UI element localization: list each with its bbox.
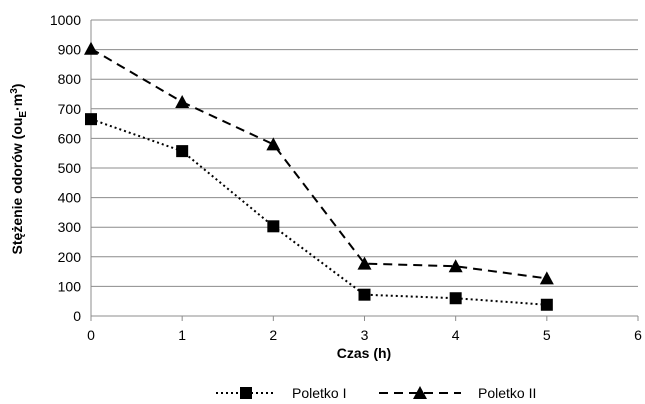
data-series — [84, 41, 554, 311]
series-2-point-4 — [448, 259, 463, 273]
legend-marker-1 — [240, 387, 252, 399]
y-axis-title: Stężenie odorów (ouE·m3) — [9, 84, 29, 255]
y-tick-label-500: 500 — [58, 160, 82, 176]
series-1-point-2 — [267, 220, 280, 233]
y-axis-title-suffix: ) — [9, 84, 25, 89]
series-line-1 — [90, 118, 547, 306]
x-tick-label-5: 5 — [543, 327, 551, 343]
series-line-2 — [90, 47, 547, 280]
y-tick-label-900: 900 — [58, 42, 82, 58]
series-2-point-5 — [539, 271, 554, 285]
y-tick-label-800: 800 — [58, 71, 82, 87]
y-tick-label-1000: 1000 — [50, 12, 81, 28]
series-1-point-1 — [176, 145, 189, 158]
legend: Poletko I Poletko II — [216, 385, 536, 401]
y-tick-label-400: 400 — [58, 190, 82, 206]
y-axis-title-subscript: E — [18, 111, 29, 118]
y-tick-label-300: 300 — [58, 219, 82, 235]
x-axis-title: Czas (h) — [337, 345, 391, 361]
legend-label-1: Poletko I — [292, 385, 346, 401]
y-axis-title-prefix: Stężenie odorów (ou — [9, 118, 25, 255]
series-2-point-1 — [175, 94, 190, 108]
x-tick-label-6: 6 — [634, 327, 642, 343]
y-tick-label-700: 700 — [58, 101, 82, 117]
x-tick-label-3: 3 — [361, 327, 369, 343]
y-tick-label-600: 600 — [58, 130, 82, 146]
series-1-point-0 — [85, 113, 97, 126]
y-axis-title-superscript: 3 — [9, 88, 20, 94]
x-tick-label-4: 4 — [452, 327, 460, 343]
series-1-point-5 — [540, 298, 553, 311]
y-tick-label-200: 200 — [58, 249, 82, 265]
x-tick-label-1: 1 — [178, 327, 186, 343]
legend-marker-2 — [413, 386, 427, 399]
series-2-point-3 — [357, 256, 372, 270]
series-1-point-3 — [358, 288, 371, 301]
series-1-point-4 — [449, 292, 462, 305]
x-tick-label-0: 0 — [87, 327, 95, 343]
series-2-point-0 — [84, 41, 98, 55]
x-tick-label-2: 2 — [269, 327, 277, 343]
x-tick-labels: 0 1 2 3 4 5 6 — [87, 327, 642, 343]
axes — [90, 20, 639, 321]
y-axis-title-middle: ·m — [9, 94, 25, 111]
legend-label-2: Poletko II — [478, 385, 536, 401]
y-tick-label-0: 0 — [73, 308, 81, 324]
series-2-point-2 — [266, 137, 281, 151]
y-tick-labels: 0 100 200 300 400 500 600 700 800 900 1000 — [50, 12, 81, 324]
y-tick-label-100: 100 — [58, 278, 82, 294]
grid-lines — [91, 19, 638, 287]
